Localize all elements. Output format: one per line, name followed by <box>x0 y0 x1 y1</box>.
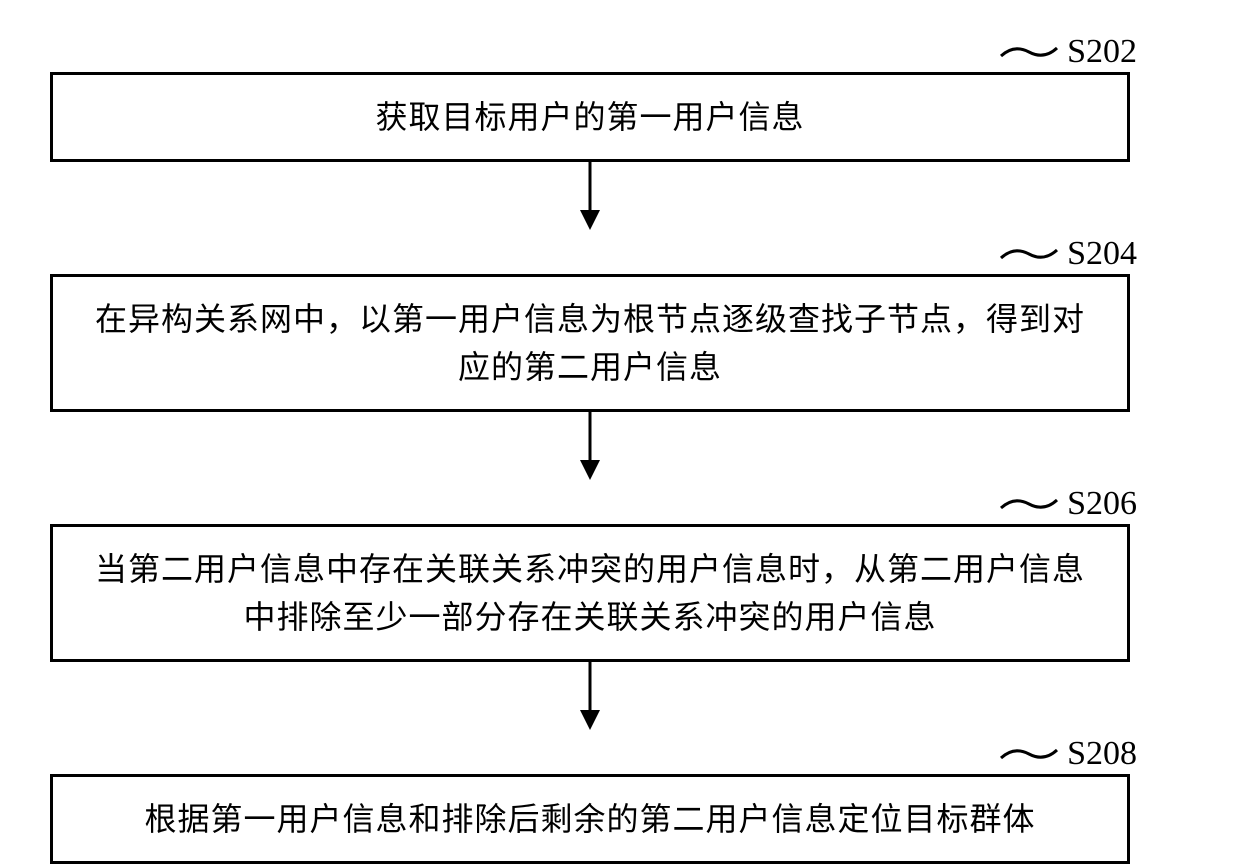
step-label-text: S206 <box>1067 485 1137 523</box>
step-label-text: S208 <box>1067 735 1137 773</box>
step-label-s204: S204 <box>999 235 1137 273</box>
step-box-s202: S202 获取目标用户的第一用户信息 <box>50 72 1130 162</box>
tilde-icon <box>999 744 1059 764</box>
step-label-s208: S208 <box>999 735 1137 773</box>
tilde-icon <box>999 494 1059 514</box>
tilde-icon <box>999 42 1059 62</box>
arrow-container <box>50 662 1130 732</box>
flowchart-container: S202 获取目标用户的第一用户信息 S204 在异构关系网中，以第一用户信息为… <box>50 30 1190 864</box>
step-label-text: S202 <box>1067 33 1137 71</box>
step-text: 获取目标用户的第一用户信息 <box>375 93 804 141</box>
step-text: 在异构关系网中，以第一用户信息为根节点逐级查找子节点，得到对应的第二用户信息 <box>83 295 1097 391</box>
arrow-down-icon <box>570 412 610 482</box>
arrow-container <box>50 162 1130 232</box>
step-label-text: S204 <box>1067 235 1137 273</box>
arrow-down-icon <box>570 662 610 732</box>
step-text: 当第二用户信息中存在关联关系冲突的用户信息时，从第二用户信息中排除至少一部分存在… <box>83 545 1097 641</box>
tilde-icon <box>999 244 1059 264</box>
arrow-down-icon <box>570 162 610 232</box>
step-box-s206: S206 当第二用户信息中存在关联关系冲突的用户信息时，从第二用户信息中排除至少… <box>50 524 1130 662</box>
step-box-s204: S204 在异构关系网中，以第一用户信息为根节点逐级查找子节点，得到对应的第二用… <box>50 274 1130 412</box>
step-label-s202: S202 <box>999 33 1137 71</box>
step-label-s206: S206 <box>999 485 1137 523</box>
arrow-container <box>50 412 1130 482</box>
step-box-s208: S208 根据第一用户信息和排除后剩余的第二用户信息定位目标群体 <box>50 774 1130 864</box>
step-text: 根据第一用户信息和排除后剩余的第二用户信息定位目标群体 <box>144 795 1035 843</box>
